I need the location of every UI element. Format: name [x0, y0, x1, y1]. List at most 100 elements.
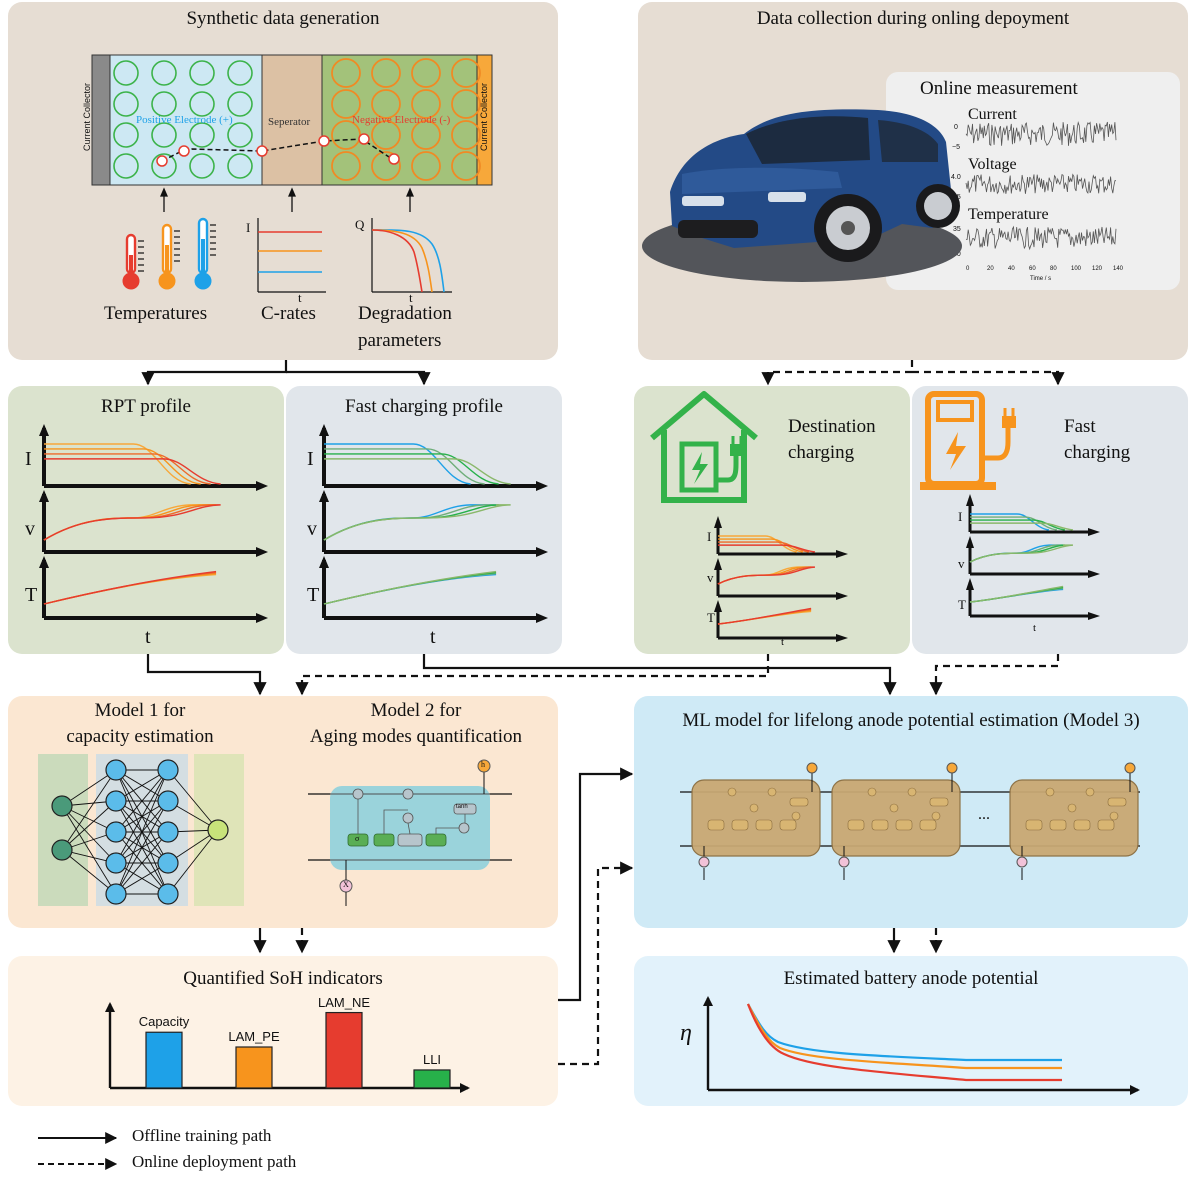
fastcharge-profile-plot	[966, 494, 1100, 620]
nn-node	[157, 790, 179, 812]
axis-arrow	[256, 481, 268, 491]
time-tick: 120	[1092, 266, 1103, 272]
battery-cell-diagram	[91, 54, 493, 186]
time-tick: 140	[1113, 266, 1124, 272]
soh-bar-chart	[105, 1002, 470, 1093]
current-curve	[324, 448, 485, 485]
lstm-tanh-label: tanh	[456, 804, 468, 810]
voltage-tick-0: 4.0	[951, 174, 961, 181]
soh-bar-labels: Capacity LAM_PE LAM_NE LLI	[100, 990, 480, 1100]
fast-y-label-t: T	[307, 584, 320, 606]
positive-electrode-label: Positive Electrode (+)	[136, 114, 233, 126]
time-tick: 100	[1071, 266, 1082, 272]
fastcharge-title-2: charging	[1064, 442, 1131, 463]
current-curve	[970, 522, 1074, 531]
home-charger-icon	[650, 391, 758, 503]
nn-node	[105, 852, 127, 874]
current-curve	[970, 516, 1058, 531]
measurement-title: Online measurement	[920, 78, 1078, 99]
c-rate-y-label: I	[246, 220, 251, 235]
nn-node	[157, 821, 179, 843]
soh-bar-label: LAM_PE	[228, 1029, 280, 1044]
neural-network-diagram	[38, 754, 244, 906]
nn-node	[157, 883, 179, 905]
signal-current-label: Current	[968, 106, 1017, 123]
temperatures-label: Temperatures	[104, 303, 208, 324]
axis-arrow	[256, 547, 268, 557]
c-rate-x-label: t	[298, 290, 302, 305]
degradation-plot	[371, 218, 452, 293]
axis-arrow	[714, 600, 722, 612]
nn-node	[105, 821, 127, 843]
current-curve	[44, 458, 221, 485]
lstm-gate	[779, 819, 797, 831]
dest-x-label: t	[781, 636, 785, 648]
input-node	[838, 856, 850, 868]
voltage-curve	[323, 504, 499, 541]
signal-voltage-label: Voltage	[968, 156, 1017, 173]
soh-bar-lam_pe	[235, 1046, 273, 1089]
electric-car-image	[642, 109, 962, 282]
signal-temperature-label: Temperature	[968, 206, 1049, 223]
temperature-curve	[43, 573, 217, 605]
lstm-gate	[1073, 819, 1091, 831]
legend-offline: Offline training path	[132, 1126, 272, 1145]
thermometer-icons	[122, 217, 216, 290]
voltage-curve	[43, 504, 217, 541]
axis	[968, 540, 1094, 576]
degradation-y-label: Q	[355, 217, 365, 232]
nn-node	[157, 759, 179, 781]
y-axis-arrow	[105, 1002, 115, 1012]
lstm-gate	[895, 819, 913, 831]
destination-profile-plot	[714, 516, 848, 642]
fast-profile-plot	[319, 424, 548, 623]
current-curve	[44, 443, 191, 485]
lstm-x-label: X	[343, 880, 349, 889]
fast-profile-title: Fast charging profile	[345, 396, 503, 417]
online-signals-plot	[965, 121, 1117, 251]
separator-label: Seperator	[268, 116, 311, 128]
current-curve	[324, 458, 511, 485]
lstm-gate	[755, 819, 773, 831]
fastcharge-title-1: Fast	[1064, 416, 1096, 437]
lstm-sigma-label: σ	[355, 834, 360, 843]
temperature-curve	[323, 572, 497, 605]
hidden-state-node	[946, 762, 958, 774]
time-axis-ticks: 0 20 40 60 80 100 120 140	[966, 266, 1123, 276]
fc-y-label-i: I	[958, 509, 963, 524]
axis-arrow	[1088, 570, 1100, 578]
temperature-curve	[43, 572, 217, 605]
time-tick: 0	[966, 266, 970, 272]
current-curve	[324, 453, 499, 485]
nn-node	[105, 883, 127, 905]
axis-arrow	[1088, 528, 1100, 536]
lstm-gate	[871, 819, 889, 831]
axis-arrow	[319, 556, 329, 568]
voltage-curve	[323, 504, 511, 541]
temp-tick-0: 35	[953, 226, 961, 233]
anode-y-label: η	[680, 1020, 692, 1046]
axis-arrow	[714, 516, 722, 528]
fc-y-label-t: T	[958, 597, 966, 612]
soh-title: Quantified SoH indicators	[183, 968, 383, 989]
model2-title-1: Model 2 for	[370, 700, 462, 721]
axis-arrow	[966, 536, 974, 548]
model1-title-1: Model 1 for	[94, 700, 186, 721]
soh-bar-lam_ne	[325, 1011, 363, 1089]
voltage-curve	[43, 504, 217, 541]
lstm-cell	[691, 779, 821, 857]
temperature-curve	[717, 607, 812, 625]
axis-arrow	[319, 424, 329, 436]
lstm-gate	[1097, 819, 1115, 831]
axis	[322, 494, 542, 554]
axis-arrow	[319, 490, 329, 502]
fast-y-label-i: I	[307, 448, 314, 470]
hidden-state-node	[1124, 762, 1136, 774]
time-tick: 40	[1008, 266, 1015, 272]
current-tick-1: −5	[952, 144, 960, 151]
nn-node	[105, 790, 127, 812]
rpt-y-label-v: v	[25, 518, 35, 540]
voltage-curve	[969, 544, 1073, 563]
x-axis-arrow	[460, 1083, 470, 1093]
axis-arrow	[966, 578, 974, 590]
